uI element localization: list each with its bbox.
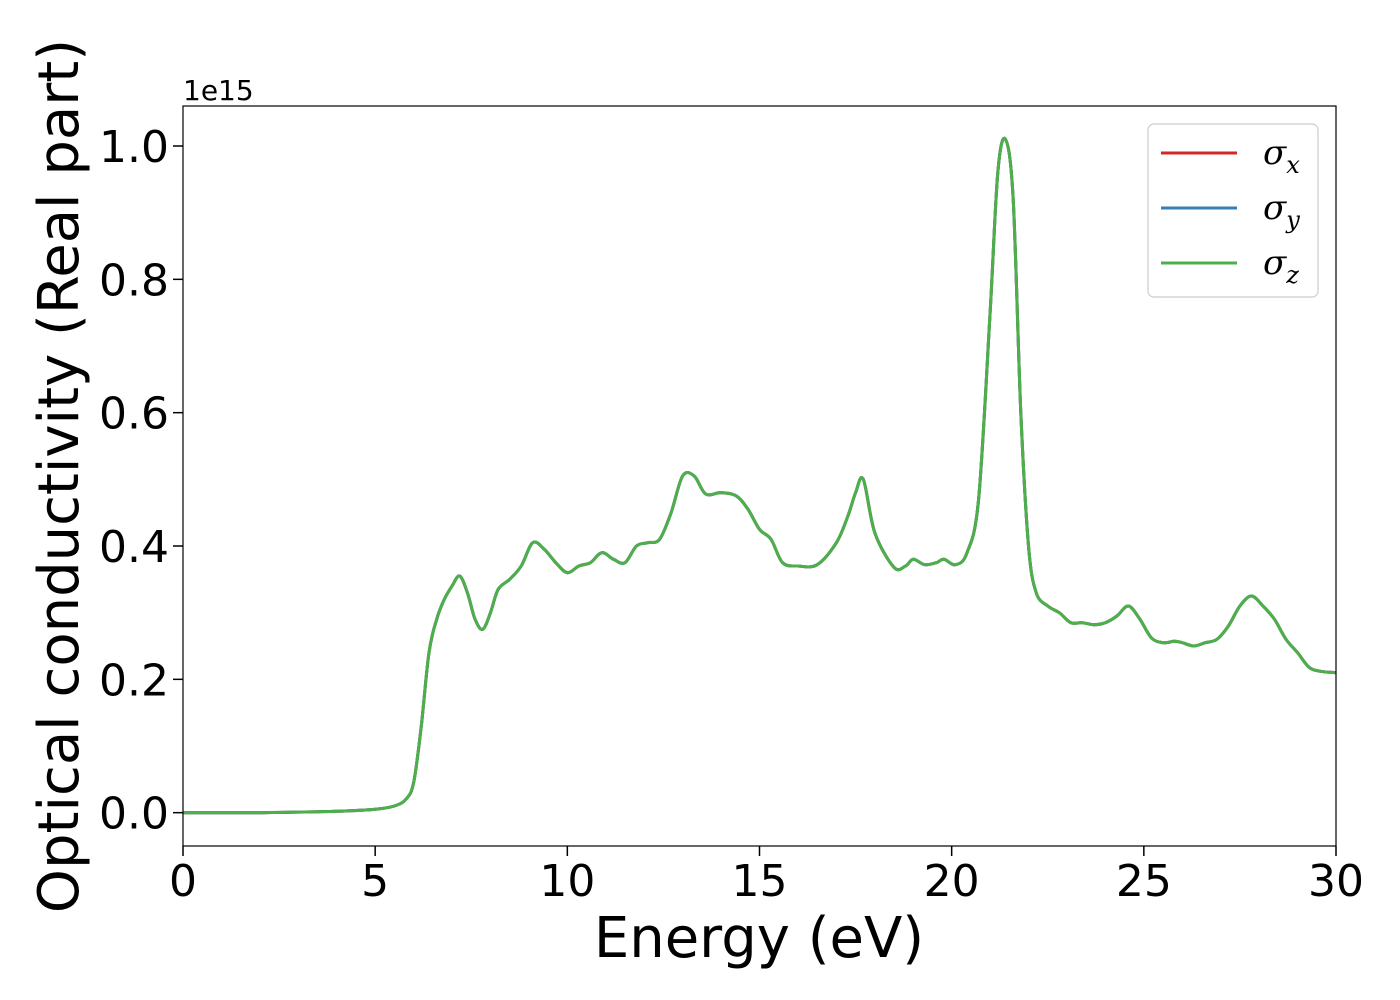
x-tick-label: 20 [924, 856, 980, 907]
x-tick-label: 10 [539, 856, 595, 907]
y-axis-label: Optical conductivity (Real part) [27, 39, 92, 913]
y-offset-label: 1e15 [183, 74, 254, 107]
x-axis-label: Energy (eV) [594, 906, 924, 971]
x-tick-label: 30 [1308, 856, 1364, 907]
x-tick-label: 25 [1116, 856, 1172, 907]
series-line-z [183, 136, 1336, 815]
y-tick-label: 0.0 [99, 789, 169, 840]
y-tick-label: 0.6 [99, 389, 169, 440]
legend-box [1147, 123, 1319, 298]
y-tick-label: 0.8 [99, 255, 169, 306]
plot-lines [183, 136, 1336, 815]
x-tick-label: 15 [732, 856, 788, 907]
y-tick-label: 1.0 [99, 122, 169, 173]
x-tick-label: 5 [361, 856, 389, 907]
x-tick-label: 0 [169, 856, 197, 907]
x-axis: 0 5 10 15 20 25 30 [169, 846, 1364, 907]
y-axis: 0.0 0.2 0.4 0.6 0.8 1.0 [99, 122, 183, 840]
y-tick-label: 0.2 [99, 655, 169, 706]
y-tick-label: 0.4 [99, 522, 169, 573]
